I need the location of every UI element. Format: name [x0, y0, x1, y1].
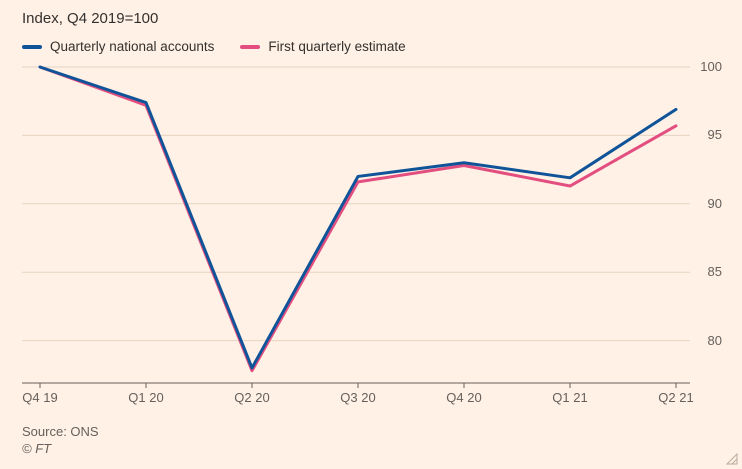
source-note: Source: ONS	[22, 424, 99, 439]
legend-item-first-quarterly-estimate[interactable]: First quarterly estimate	[240, 39, 406, 54]
legend: Quarterly national accounts First quarte…	[22, 39, 406, 54]
legend-swatch-blue-icon	[22, 44, 42, 49]
x-axis-label: Q1 20	[128, 390, 164, 405]
y-axis-label: 95	[707, 127, 722, 143]
legend-label: Quarterly national accounts	[50, 39, 215, 54]
y-axis-label: 100	[700, 59, 722, 74]
legend-item-quarterly-national-accounts[interactable]: Quarterly national accounts	[22, 39, 214, 54]
x-axis-label: Q2 20	[234, 390, 270, 405]
x-axis-label: Q2 21	[658, 390, 694, 405]
y-axis-label: 90	[707, 195, 722, 211]
y-axis-label: 85	[707, 264, 722, 280]
series-line-quarterly-national-accounts	[38, 65, 678, 370]
x-axis-label: Q1 21	[552, 390, 588, 405]
chart-title: Index, Q4 2019=100	[22, 10, 159, 27]
y-axis-label: 80	[707, 332, 722, 348]
series-line-first-quarterly-estimate	[38, 65, 678, 373]
ft-copyright: © FT	[22, 441, 52, 456]
legend-swatch-pink-icon	[240, 44, 261, 49]
legend-label: First quarterly estimate	[268, 39, 406, 54]
x-axis-label: Q4 20	[446, 390, 482, 405]
resize-handle-icon[interactable]	[726, 453, 738, 465]
x-axis-label: Q3 20	[340, 390, 376, 405]
x-axis-label: Q4 19	[22, 390, 58, 405]
